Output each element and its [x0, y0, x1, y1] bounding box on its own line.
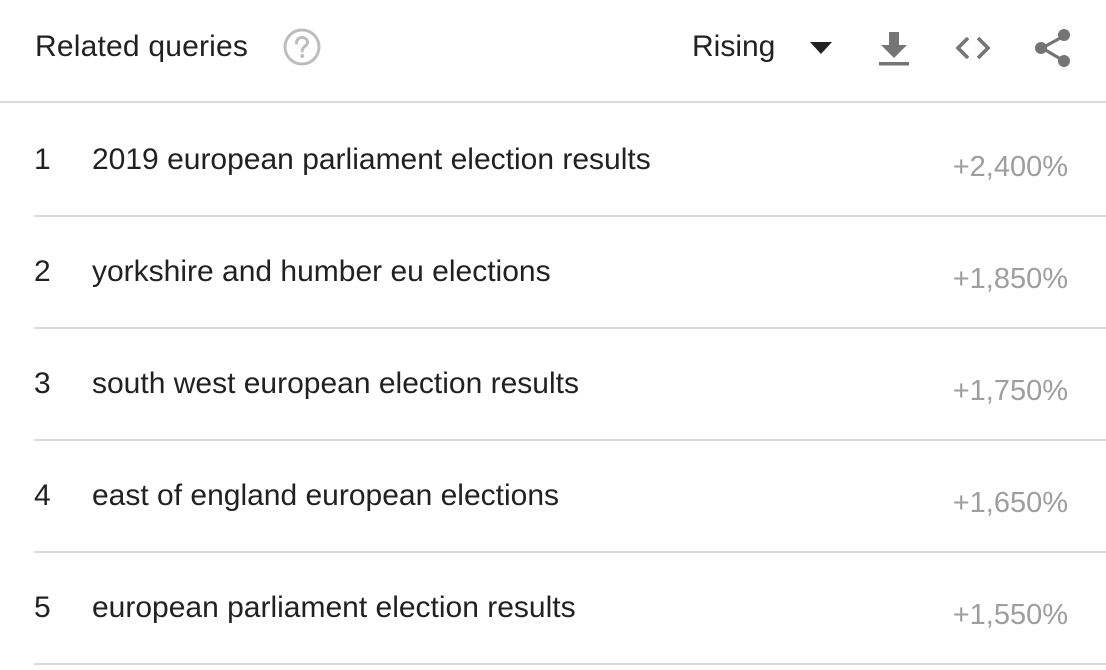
panel-title: Related queries [35, 30, 249, 63]
query-rank: 3 [34, 367, 51, 400]
query-text: yorkshire and humber eu elections [92, 255, 551, 288]
metric-dropdown[interactable]: Rising [690, 26, 840, 68]
query-value: +1,850% [952, 263, 1068, 295]
list-item[interactable]: 5 european parliament election results +… [0, 553, 1106, 665]
query-value: +2,400% [952, 151, 1068, 183]
help-circle-icon[interactable] [282, 27, 322, 67]
list-item[interactable]: 1 2019 european parliament election resu… [0, 105, 1106, 217]
query-rank: 1 [34, 143, 51, 176]
query-text: 2019 european parliament election result… [92, 143, 651, 176]
query-rank: 4 [34, 479, 51, 512]
code-brackets-icon[interactable] [953, 28, 993, 68]
list-item[interactable]: 3 south west european election results +… [0, 329, 1106, 441]
query-value: +1,750% [952, 375, 1068, 407]
queries-list: 1 2019 european parliament election resu… [0, 105, 1106, 665]
query-value: +1,550% [952, 599, 1068, 631]
share-icon[interactable] [1033, 28, 1073, 68]
query-text: european parliament election results [92, 591, 576, 624]
list-item[interactable]: 2 yorkshire and humber eu elections +1,8… [0, 217, 1106, 329]
dropdown-selected-value: Rising [692, 30, 776, 63]
download-icon[interactable] [874, 28, 914, 68]
list-item[interactable]: 4 east of england european elections +1,… [0, 441, 1106, 553]
panel-header: Related queries Rising [0, 0, 1106, 103]
query-value: +1,650% [952, 487, 1068, 519]
query-text: east of england european elections [92, 479, 560, 512]
arrow-drop-down-icon [810, 41, 832, 54]
query-rank: 2 [34, 255, 51, 288]
query-rank: 5 [34, 591, 51, 624]
query-text: south west european election results [92, 367, 579, 400]
